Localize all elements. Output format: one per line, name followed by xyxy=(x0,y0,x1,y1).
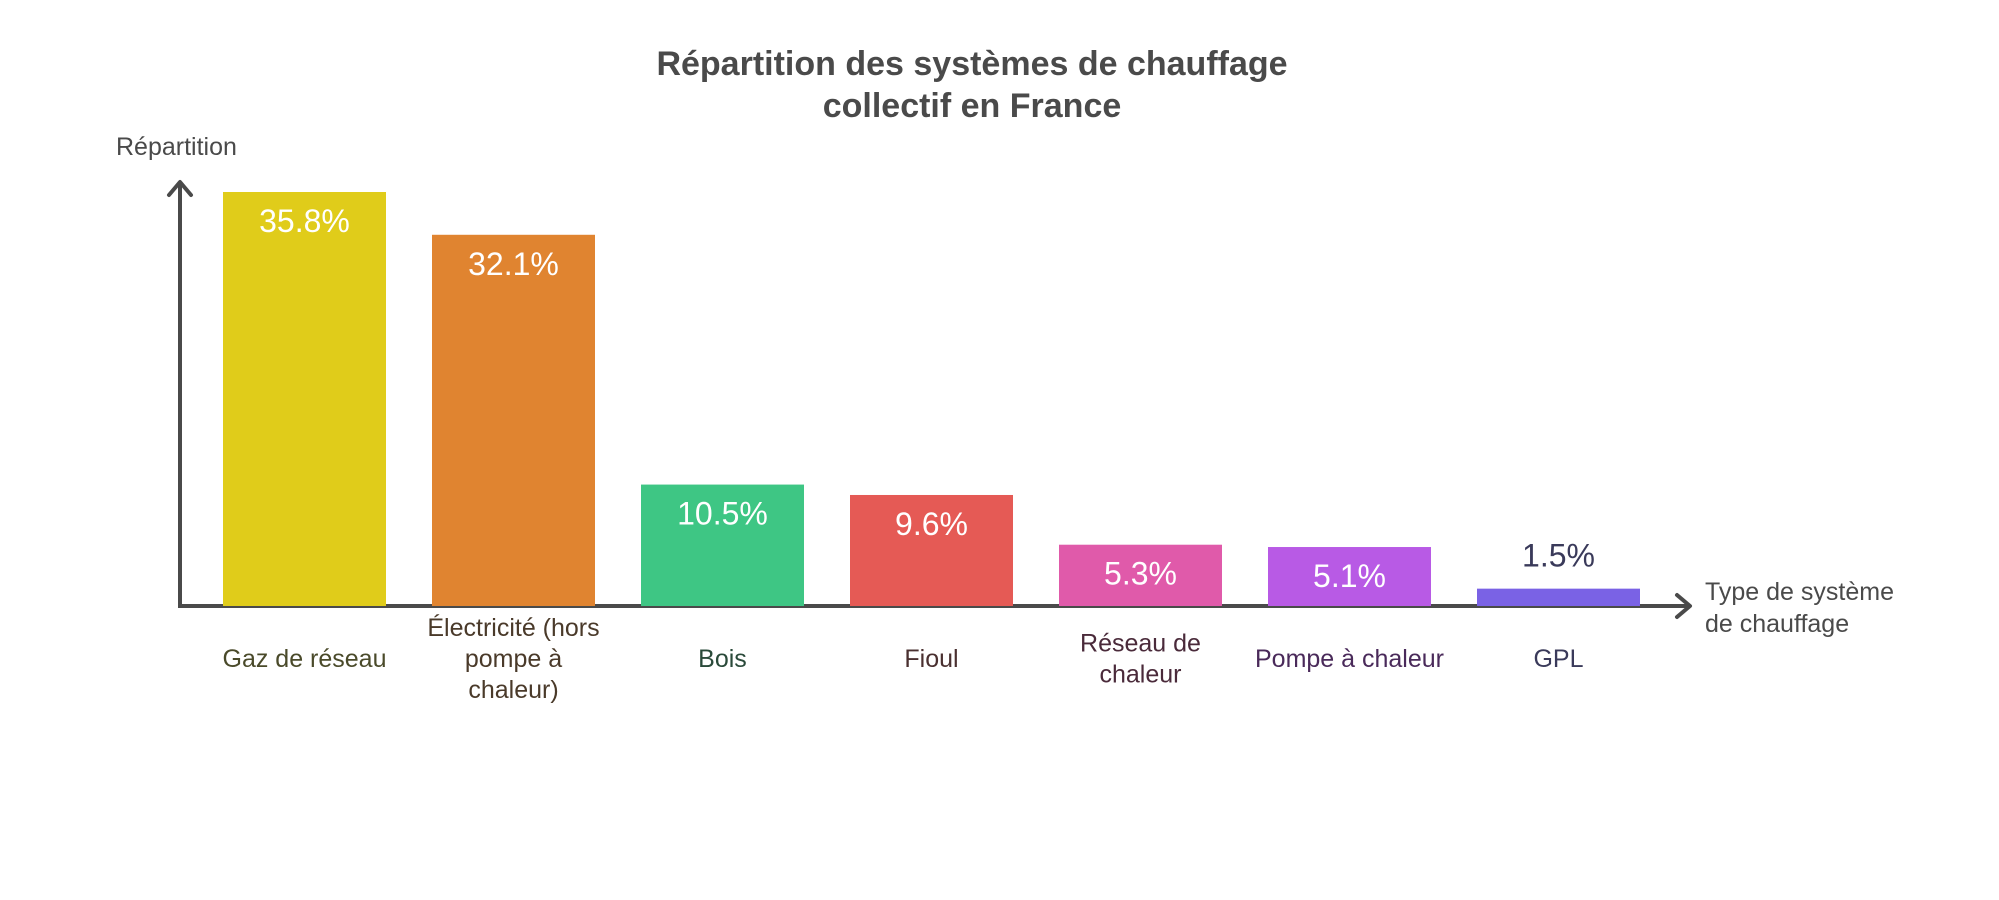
bar-value-label: 32.1% xyxy=(468,246,559,282)
bar xyxy=(1477,588,1640,606)
category-label: pompe à xyxy=(465,645,562,673)
bar-value-label: 10.5% xyxy=(677,496,768,532)
category-label: Gaz de réseau xyxy=(223,645,387,673)
bar xyxy=(641,484,804,606)
chart-title-line: Répartition des systèmes de chauffage xyxy=(656,45,1287,83)
y-axis-arrow-icon xyxy=(167,180,193,197)
category-label: chaleur xyxy=(1100,661,1182,689)
category-label: Réseau de xyxy=(1080,630,1201,658)
bar-value-label: 1.5% xyxy=(1522,538,1595,574)
category-label: Pompe à chaleur xyxy=(1255,645,1444,673)
chart-title: Répartition des systèmes de chauffage col… xyxy=(656,45,1287,125)
chart-title-line: collectif en France xyxy=(823,87,1122,125)
bar xyxy=(1059,544,1222,606)
bar xyxy=(223,192,386,606)
axis-titles-group: Répartition Type de système de chauffage xyxy=(116,133,1894,638)
y-axis-title: Répartition xyxy=(116,133,237,161)
category-label: Bois xyxy=(698,645,747,673)
category-labels-group: Gaz de réseau Électricité (hors pompe à cha… xyxy=(223,613,1584,704)
bars-group xyxy=(223,192,1640,606)
category-label: Électricité (hors xyxy=(427,613,599,642)
bar-value-label: 9.6% xyxy=(895,506,968,542)
bar xyxy=(1268,547,1431,606)
category-label: chaleur) xyxy=(468,676,558,704)
bar-value-label: 5.3% xyxy=(1104,556,1177,592)
category-label: Fioul xyxy=(904,645,958,673)
x-axis-title-line: de chauffage xyxy=(1705,610,1849,638)
bar xyxy=(850,494,1013,606)
value-labels-group: 35.8% 32.1% 10.5% 9.6% 5.3% 5.1% 1.5% xyxy=(259,203,1595,594)
bar-value-label: 35.8% xyxy=(259,203,350,239)
bar-value-label: 5.1% xyxy=(1313,558,1386,594)
x-axis-arrow-icon xyxy=(1675,593,1692,619)
bar xyxy=(432,234,595,606)
category-label: GPL xyxy=(1533,645,1583,673)
x-axis-title-line: Type de système xyxy=(1705,578,1894,606)
